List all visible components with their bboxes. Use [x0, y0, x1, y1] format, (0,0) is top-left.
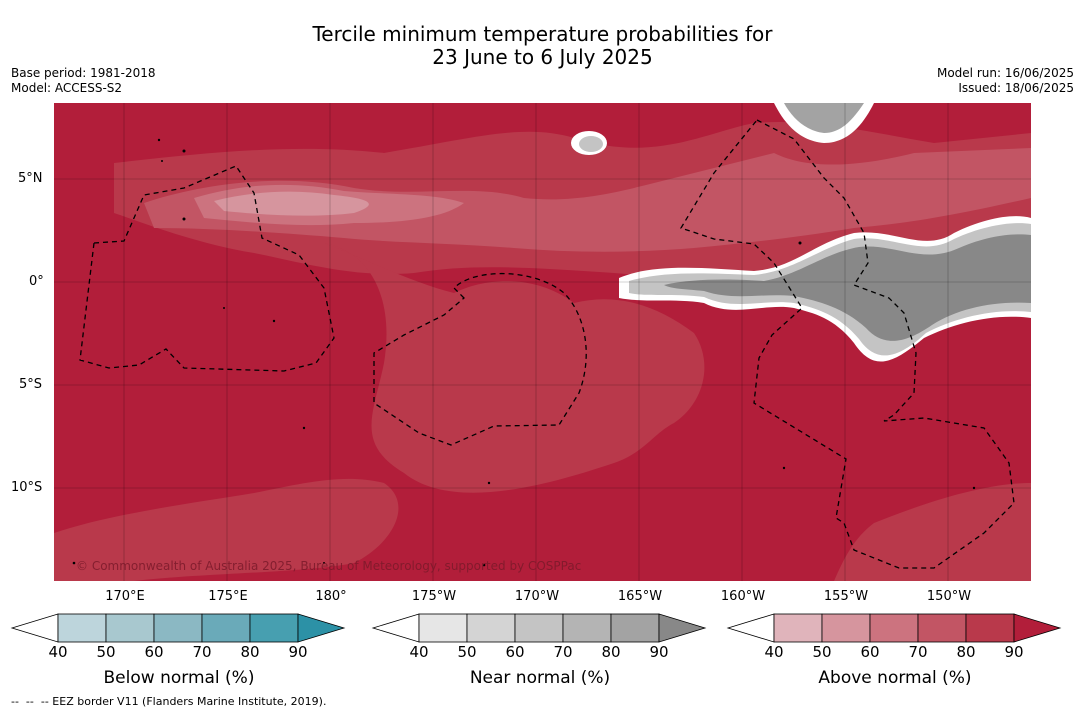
- near-normal-patch-north-core: [579, 136, 603, 152]
- lon-tick-150w: 150°W: [926, 589, 972, 604]
- colorbar-above-normal: [726, 613, 1062, 643]
- colorbar-tick-label: 50: [96, 643, 116, 661]
- colorbar-above-segment: [821, 613, 871, 643]
- colorbar-below-segment: [153, 613, 203, 643]
- above-80-region-southwest: [54, 478, 399, 581]
- colorbar-near-normal: [371, 613, 707, 643]
- above-80-region-southeast: [834, 483, 1031, 581]
- lon-tick-175e: 175°E: [208, 589, 248, 604]
- probability-map[interactable]: © Commonwealth of Australia 2025, Bureau…: [54, 103, 1031, 581]
- near-normal-region-northeast-core: [784, 103, 864, 133]
- lon-tick-175w: 175°W: [411, 589, 457, 604]
- colorbar-tick-label: 90: [649, 643, 669, 661]
- colorbar-tick-label: 60: [860, 643, 880, 661]
- issued-date: Issued: 18/06/2025: [958, 81, 1074, 95]
- legend-near-normal-title: Near normal (%): [469, 668, 611, 688]
- colorbar-tick-label: 80: [956, 643, 976, 661]
- colorbar-near-segment: [514, 613, 564, 643]
- lat-tick-5n: 5°N: [18, 171, 43, 186]
- lat-tick-0: 0°: [29, 274, 44, 289]
- lon-tick-160w: 160°W: [720, 589, 766, 604]
- model-run-date: Model run: 16/06/2025: [936, 66, 1074, 80]
- colorbar-tick-label: 70: [192, 643, 212, 661]
- colorbar-below-normal: [10, 613, 346, 643]
- colorbar-tick-label: 60: [144, 643, 164, 661]
- colorbar-tick-label: 40: [48, 643, 68, 661]
- colorbar-tick-label: 80: [601, 643, 621, 661]
- colorbar-near-segment: [418, 613, 468, 643]
- colorbar-near-segment: [610, 613, 660, 643]
- lat-tick-10s: 10°S: [11, 480, 43, 495]
- colorbar-near-segment: [562, 613, 612, 643]
- base-period: Base period: 1981-2018: [11, 66, 156, 80]
- colorbar-above-extend-high: [1013, 613, 1062, 643]
- chart-title-line1: Tercile minimum temperature probabilitie…: [312, 22, 773, 46]
- colorbar-near-extend-low: [371, 613, 420, 643]
- above-50-region: [214, 191, 369, 216]
- legend-below-normal-title: Below normal (%): [103, 668, 255, 688]
- lon-tick-155w: 155°W: [823, 589, 869, 604]
- colorbar-tick-label: 40: [409, 643, 429, 661]
- colorbar-below-segment: [57, 613, 107, 643]
- colorbar-below-extend-high: [297, 613, 346, 643]
- colorbar-tick-label: 50: [812, 643, 832, 661]
- lon-tick-165w: 165°W: [617, 589, 663, 604]
- colorbar-near-segment: [466, 613, 516, 643]
- lon-tick-170w: 170°W: [514, 589, 560, 604]
- colorbar-tick-label: 70: [908, 643, 928, 661]
- model-name: Model: ACCESS-S2: [11, 81, 123, 95]
- colorbar-near-extend-high: [658, 613, 707, 643]
- colorbar-above-segment: [869, 613, 919, 643]
- colorbar-below-segment: [201, 613, 251, 643]
- near-normal-region-core: [664, 234, 1031, 341]
- colorbar-tick-label: 70: [553, 643, 573, 661]
- colorbar-above-segment: [773, 613, 823, 643]
- lat-tick-5s: 5°S: [19, 377, 43, 392]
- colorbar-below-segment: [249, 613, 299, 643]
- colorbar-tick-label: 50: [457, 643, 477, 661]
- eez-borders: [79, 119, 1015, 569]
- colorbar-tick-label: 90: [1004, 643, 1024, 661]
- legend-above-normal-title: Above normal (%): [818, 668, 972, 688]
- colorbar-below-extend-low: [10, 613, 59, 643]
- colorbar-tick-label: 40: [764, 643, 784, 661]
- above-80-region-south: [324, 243, 705, 493]
- colorbar-tick-label: 80: [240, 643, 260, 661]
- lon-tick-170e: 170°E: [105, 589, 145, 604]
- colorbar-below-segment: [105, 613, 155, 643]
- colorbar-tick-label: 90: [288, 643, 308, 661]
- copyright-text: © Commonwealth of Australia 2025, Bureau…: [76, 559, 581, 573]
- colorbar-above-extend-low: [726, 613, 775, 643]
- graticule: [54, 103, 1031, 581]
- colorbar-above-segment: [917, 613, 967, 643]
- colorbar-above-segment: [965, 613, 1015, 643]
- islands: [72, 138, 976, 567]
- colorbar-tick-label: 60: [505, 643, 525, 661]
- lon-tick-180: 180°: [315, 589, 347, 604]
- eez-footer-note: -- -- -- EEZ border V11 (Flanders Marine…: [11, 695, 327, 708]
- chart-title-line2: 23 June to 6 July 2025: [432, 45, 653, 69]
- above-70-region-north: [144, 148, 1031, 252]
